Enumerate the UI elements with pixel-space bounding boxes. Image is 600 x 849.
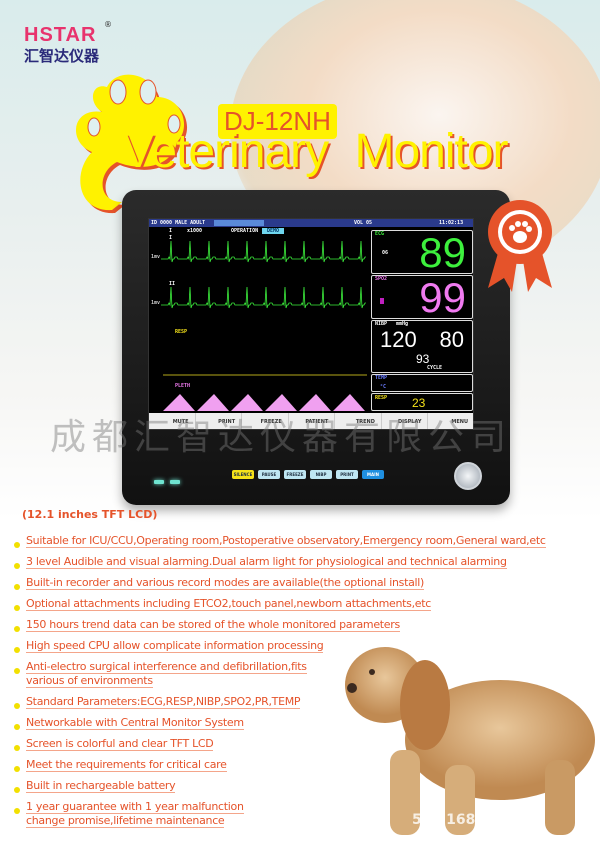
feature-item: 3 level Audible and visual alarming.Dual… xyxy=(14,555,594,569)
pause-key[interactable]: PAUSE xyxy=(258,470,280,479)
model-badge: DJ-12NH xyxy=(218,104,337,139)
nibp-systolic: 120 xyxy=(380,327,417,352)
ecg-lead2-wave xyxy=(161,286,366,309)
menu-patient[interactable]: PATIENT xyxy=(289,413,336,429)
rotary-knob[interactable] xyxy=(454,462,482,490)
resp-label: RESP xyxy=(375,395,388,401)
nibp-mean: 93 xyxy=(416,352,430,366)
feature-item: Standard Parameters:ECG,RESP,NIBP,SPO2,P… xyxy=(14,695,594,709)
temp-label: TEMP xyxy=(375,375,388,381)
feature-item: 1 year guarantee with 1 year malfunction… xyxy=(14,800,254,828)
mode-label: OPERATION xyxy=(231,228,259,234)
feature-item: Built-in recorder and various record mod… xyxy=(14,576,594,590)
heart-rate-value: 89 xyxy=(419,229,466,276)
dog-photo xyxy=(345,647,595,835)
company-watermark: 成都汇智达仪器有限公司 xyxy=(50,417,513,458)
demo-badge: DEMO xyxy=(262,228,285,234)
feature-text: 1 year guarantee with 1 year malfunction… xyxy=(26,800,244,828)
brand-logo: HSTAR ® 汇智达仪器 xyxy=(24,20,112,66)
monitor-screen: ID 0000 MALE ADULT VOL 05 11:02:13 I x10… xyxy=(148,218,474,430)
brand-name: HSTAR xyxy=(24,24,97,46)
spo2-panel: SPO2 99 xyxy=(371,275,473,319)
monitor-device: ID 0000 MALE ADULT VOL 05 11:02:13 I x10… xyxy=(122,190,510,505)
nibp-label: NIBP xyxy=(375,321,388,327)
screen-menu-bar: MUTE PRINT FREEZE PATIENT TREND DISPLAY … xyxy=(149,413,473,429)
print-key[interactable]: PRINT xyxy=(336,470,358,479)
menu-freeze[interactable]: FREEZE xyxy=(242,413,289,429)
freeze-key[interactable]: FREEZE xyxy=(284,470,306,479)
feature-text: Anti-electro surgical interference and d… xyxy=(26,660,307,688)
alarm-light-icon xyxy=(154,480,164,484)
ecg1-scale: 1mv xyxy=(151,254,161,260)
feature-item: High speed CPU allow complicate informat… xyxy=(14,639,594,653)
ecg-sub: 06 xyxy=(382,250,389,256)
hardware-keys: SILENCE PAUSE FREEZE NIBP PRINT MAIN xyxy=(232,470,384,479)
menu-print[interactable]: PRINT xyxy=(196,413,243,429)
ecg2-scale: 1mv xyxy=(151,300,161,306)
feature-item: Optional attachments including ETCO2,tou… xyxy=(14,597,594,611)
feature-item: 150 hours trend data can be stored of th… xyxy=(14,618,594,632)
paw-ribbon-badge-icon xyxy=(488,200,552,292)
feature-text: High speed CPU allow complicate informat… xyxy=(26,639,324,653)
clock: 11:02:13 xyxy=(439,220,464,226)
lead-label: I xyxy=(169,228,173,234)
page-title: Veterinary Monitor xyxy=(122,125,509,178)
menu-main[interactable]: MENU xyxy=(428,413,473,429)
ecg2-label: II xyxy=(169,281,176,287)
nibp-panel: NIBP mmHg 120 80 93 CYCLE xyxy=(371,320,473,373)
feature-text: 3 level Audible and visual alarming.Dual… xyxy=(26,555,507,569)
feature-text: Optional attachments including ETCO2,tou… xyxy=(26,597,432,611)
spo2-value: 99 xyxy=(419,274,466,321)
status-bar: ID 0000 MALE ADULT VOL 05 11:02:13 xyxy=(149,219,473,227)
brand-name-cn: 汇智达仪器 xyxy=(24,47,100,65)
main-key[interactable]: MAIN xyxy=(362,470,384,479)
feature-item: Suitable for ICU/CCU,Operating room,Post… xyxy=(14,534,594,548)
feature-item: Meet the requirements for critical care xyxy=(14,758,594,772)
spo2-label: SPO2 xyxy=(375,276,388,282)
resp-value: 23 xyxy=(412,396,426,410)
silence-key[interactable]: SILENCE xyxy=(232,470,254,479)
battery-light-icon xyxy=(170,480,180,484)
photo-watermark: 521 1688 xyxy=(412,812,486,828)
feature-text: Standard Parameters:ECG,RESP,NIBP,SPO2,P… xyxy=(26,695,301,709)
ecg-panel: ECG 06 89 xyxy=(371,230,473,274)
screen-size-label: (12.1 inches TFT LCD) xyxy=(22,508,158,521)
feature-list: Suitable for ICU/CCU,Operating room,Post… xyxy=(14,534,594,835)
feature-item: Built in rechargeable battery xyxy=(14,779,594,793)
feature-text: 150 hours trend data can be stored of th… xyxy=(26,618,400,632)
feature-text: Screen is colorful and clear TFT LCD xyxy=(26,737,214,751)
feature-text: Built-in recorder and various record mod… xyxy=(26,576,425,590)
pleth-wave-label: PLETH xyxy=(175,383,191,389)
pleth-wave xyxy=(163,394,367,411)
volume-readout: VOL 05 xyxy=(354,220,373,226)
nibp-key[interactable]: NIBP xyxy=(310,470,332,479)
resp-wave-label: RESP xyxy=(175,329,188,335)
menu-display[interactable]: DISPLAY xyxy=(382,413,429,429)
resp-panel: RESP 23 xyxy=(371,393,473,411)
temp-panel: TEMP °C xyxy=(371,374,473,392)
feature-item: Networkable with Central Monitor System xyxy=(14,716,594,730)
temp-unit: °C xyxy=(380,384,387,390)
menu-mute[interactable]: MUTE xyxy=(149,413,196,429)
waveform-area xyxy=(161,240,367,411)
nibp-unit: mmHg xyxy=(396,321,409,327)
gain-label: x1000 xyxy=(187,228,203,234)
feature-text: Meet the requirements for critical care xyxy=(26,758,227,772)
nibp-mode: CYCLE xyxy=(427,365,443,371)
feature-item: Screen is colorful and clear TFT LCD xyxy=(14,737,594,751)
feature-text: Suitable for ICU/CCU,Operating room,Post… xyxy=(26,534,546,548)
nibp-diastolic: 80 xyxy=(439,327,464,352)
feature-text: Built in rechargeable battery xyxy=(26,779,176,793)
patient-info: ID 0000 MALE ADULT xyxy=(151,220,206,226)
feature-text: Networkable with Central Monitor System xyxy=(26,716,244,730)
ecg-label: ECG xyxy=(375,231,385,237)
menu-trend[interactable]: TREND xyxy=(335,413,382,429)
paw-icon xyxy=(75,74,188,214)
ecg-lead1-wave xyxy=(161,240,366,263)
ecg1-label: I xyxy=(169,235,173,241)
registered-mark: ® xyxy=(104,20,112,29)
feature-item: Anti-electro surgical interference and d… xyxy=(14,660,314,688)
